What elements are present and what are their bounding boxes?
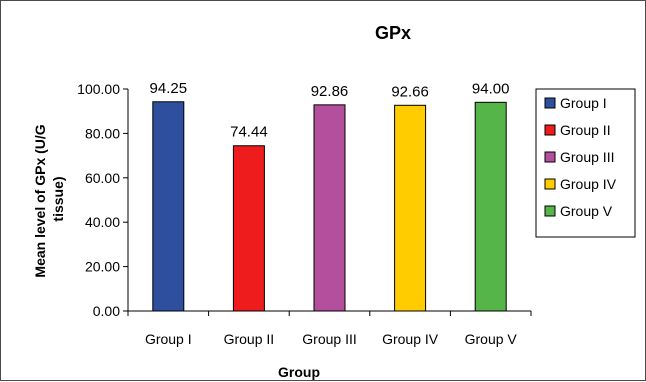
legend-swatch	[544, 124, 556, 136]
y-tick-label: 40.00	[85, 214, 120, 230]
bar	[152, 101, 185, 312]
legend-label: Group I	[560, 95, 607, 111]
y-tick-label: 100.00	[77, 81, 120, 97]
legend-swatch	[544, 205, 556, 217]
y-tick-label: 80.00	[85, 125, 120, 141]
plot-area: 0.00 20.00 40.00 60.00 80.00 100.00 94.25 Group…	[77, 80, 532, 347]
y-axis-label-line-2: tissue)	[50, 176, 66, 221]
y-axis-label: Mean level of GPx (U/G tissue)	[32, 120, 66, 277]
bar	[394, 104, 427, 312]
legend-label: Group V	[560, 203, 613, 219]
data-label: 94.00	[472, 80, 510, 97]
legend-swatch	[544, 97, 556, 109]
x-tick-label: Group III	[302, 331, 356, 347]
bar	[313, 104, 346, 312]
x-tick-label: Group V	[465, 331, 518, 347]
bar	[474, 101, 507, 312]
x-tick-label: Group IV	[382, 331, 439, 347]
legend: Group I Group II Group III Group IV Group V	[535, 88, 636, 238]
data-label: 92.66	[391, 83, 429, 100]
data-label: 92.86	[311, 83, 349, 100]
x-tick-label: Group I	[145, 331, 192, 347]
legend-swatch	[544, 151, 556, 163]
chart-title: GPx	[375, 23, 411, 43]
x-tick-label: Group II	[224, 331, 275, 347]
y-tick-label: 20.00	[85, 259, 120, 275]
legend-swatch	[544, 178, 556, 190]
legend-label: Group IV	[560, 176, 617, 192]
y-tick-label: 60.00	[85, 170, 120, 186]
x-axis-label: Group	[278, 364, 320, 380]
y-tick-label: 0.00	[93, 303, 120, 319]
y-axis-label-line-1: Mean level of GPx (U/G	[32, 124, 48, 277]
data-label: 74.44	[230, 124, 268, 141]
legend-label: Group II	[560, 122, 611, 138]
bar	[232, 145, 265, 312]
legend-label: Group III	[560, 149, 614, 165]
data-label: 94.25	[150, 80, 188, 97]
